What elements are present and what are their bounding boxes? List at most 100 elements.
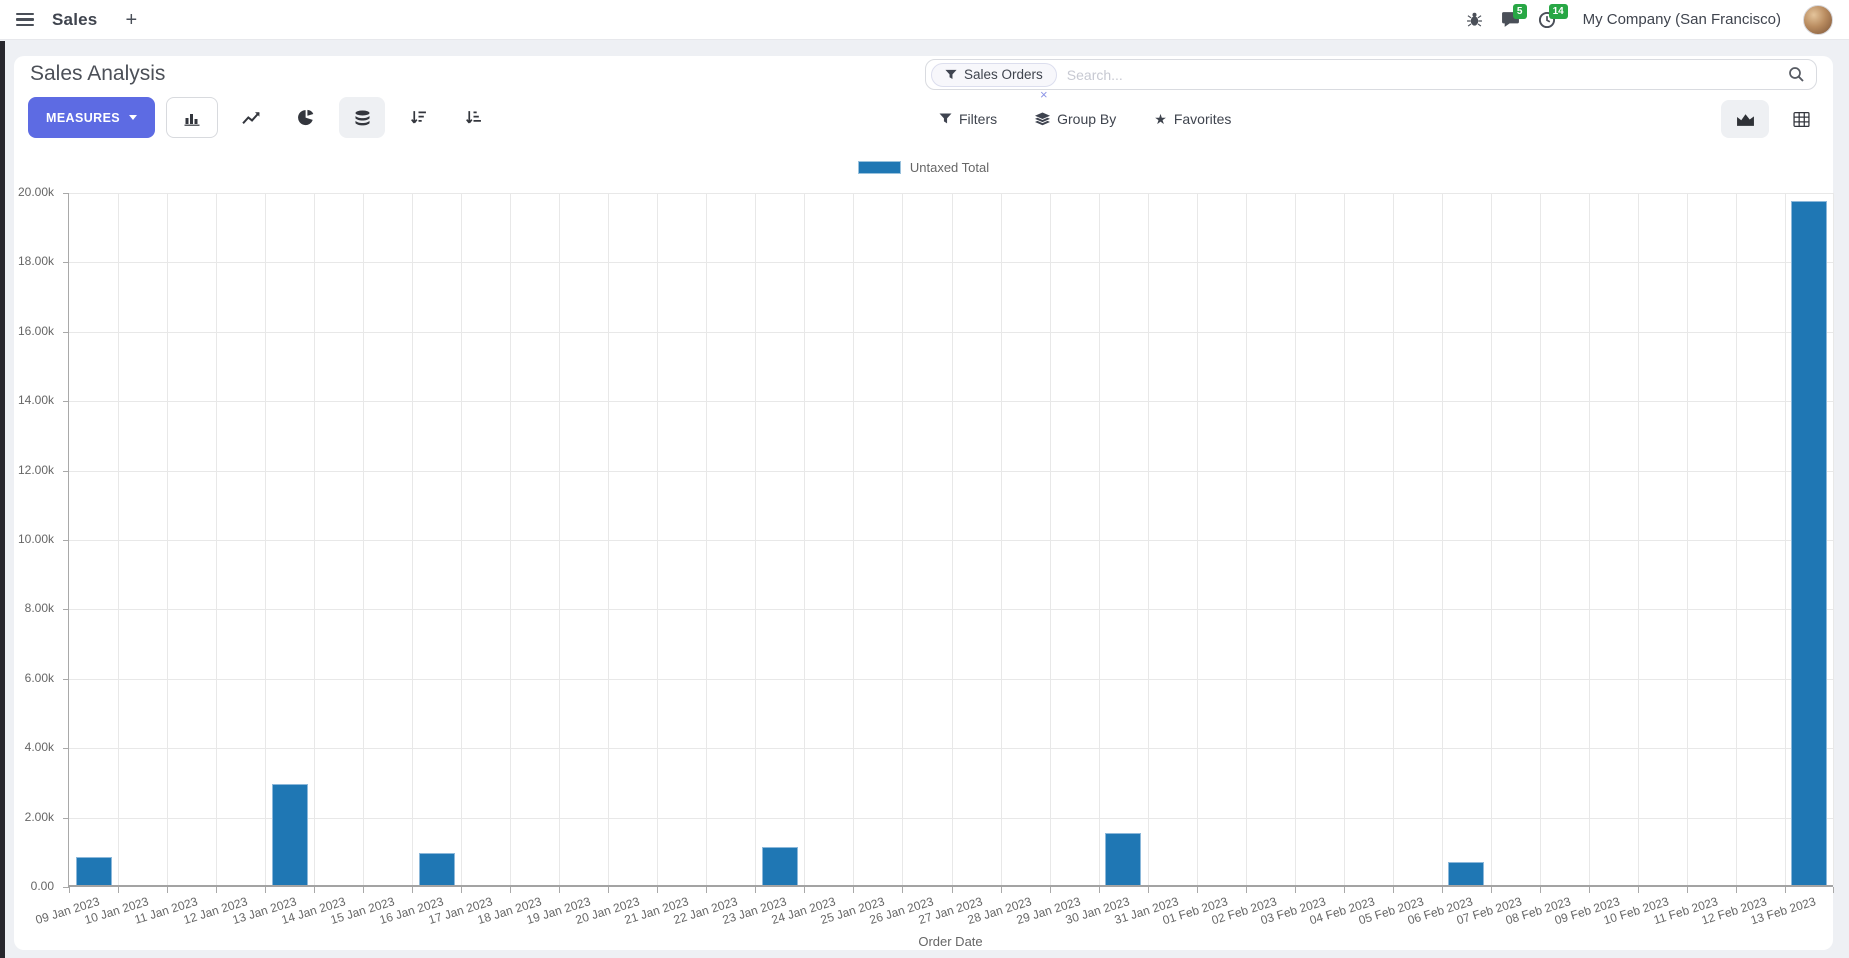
x-tick-mark xyxy=(118,887,119,893)
gridline-h xyxy=(69,609,1833,611)
bar[interactable] xyxy=(1791,201,1828,885)
gridline-h xyxy=(69,678,1833,680)
x-axis-title: Order Date xyxy=(918,934,983,949)
line-chart-button[interactable] xyxy=(229,97,273,138)
search-bar[interactable]: Sales Orders × xyxy=(925,59,1817,101)
content-card: Sales Analysis Sales Orders × MEASURES xyxy=(14,56,1834,950)
plus-icon[interactable]: + xyxy=(125,8,138,31)
gridline-h xyxy=(69,817,1833,819)
x-tick-mark xyxy=(167,887,168,893)
search-facet[interactable]: Sales Orders xyxy=(931,62,1057,87)
menu-icon[interactable] xyxy=(16,12,34,27)
chart-toolbar: MEASURES xyxy=(28,97,495,138)
pivot-view-button[interactable] xyxy=(1777,100,1825,138)
y-axis-label: 14.00k xyxy=(17,393,54,408)
gridline-v xyxy=(216,193,217,885)
gridline-h xyxy=(69,748,1833,750)
messages-badge[interactable]: 5 xyxy=(1512,3,1527,19)
group-by-label: Group By xyxy=(1057,111,1117,127)
sort-descending-button[interactable] xyxy=(396,97,440,138)
top-navbar: Sales + 5 14 My Company (San Francisco) xyxy=(0,0,1849,40)
filter-funnel-icon xyxy=(939,113,952,124)
gridline-v xyxy=(118,193,119,885)
x-tick-mark xyxy=(853,887,854,893)
sort-descending-icon xyxy=(410,111,426,124)
y-axis-label: 4.00k xyxy=(24,740,54,755)
bar[interactable] xyxy=(761,847,798,885)
bar-chart-button[interactable] xyxy=(166,97,219,138)
legend-label: Untaxed Total xyxy=(909,160,990,175)
activities-clock-icon[interactable]: 14 xyxy=(1537,3,1568,30)
favorites-menu[interactable]: ★ Favorites xyxy=(1154,111,1231,127)
pie-chart-button[interactable] xyxy=(284,97,328,138)
x-tick-mark xyxy=(755,887,756,893)
bar[interactable] xyxy=(1448,862,1485,885)
navbar-right: 5 14 My Company (San Francisco) xyxy=(1465,3,1833,35)
x-tick-mark xyxy=(1687,887,1688,893)
gridline-v xyxy=(461,193,462,885)
gridline-h xyxy=(69,262,1833,264)
group-by-menu[interactable]: Group By xyxy=(1035,111,1116,127)
gridline-h xyxy=(69,540,1833,541)
company-switcher[interactable]: My Company (San Francisco) xyxy=(1582,11,1781,28)
gridline-v xyxy=(902,193,903,885)
chart-legend[interactable]: Untaxed Total xyxy=(14,160,1833,175)
pivot-view-icon xyxy=(1792,111,1810,127)
y-axis-label: 8.00k xyxy=(24,601,54,616)
x-tick-mark xyxy=(804,887,805,893)
activities-badge[interactable]: 14 xyxy=(1548,3,1568,19)
filters-menu[interactable]: Filters xyxy=(939,111,997,127)
x-tick-mark xyxy=(69,887,70,893)
bug-icon-glyph xyxy=(1467,12,1483,27)
gridline-v xyxy=(608,193,609,885)
x-tick-mark xyxy=(461,887,462,893)
x-tick-mark xyxy=(1295,887,1296,893)
gridline-v xyxy=(1687,193,1688,885)
gridline-v xyxy=(559,193,560,885)
x-tick-mark xyxy=(216,887,217,893)
navbar-left: Sales + xyxy=(16,10,137,30)
x-tick-mark xyxy=(1589,887,1590,893)
y-tick-mark xyxy=(63,678,69,680)
gridline-v xyxy=(1148,193,1149,885)
measures-button[interactable]: MEASURES xyxy=(28,97,156,138)
y-axis-label: 18.00k xyxy=(17,254,54,269)
graph-view-button[interactable] xyxy=(1721,100,1769,138)
x-tick-mark xyxy=(1736,887,1737,893)
gridline-v xyxy=(314,193,315,885)
gridline-v xyxy=(1540,193,1541,885)
gridline-v xyxy=(1197,193,1198,885)
x-tick-mark xyxy=(1540,887,1541,893)
bar[interactable] xyxy=(1105,832,1142,885)
graph-view-icon xyxy=(1736,113,1754,126)
bug-icon[interactable] xyxy=(1465,10,1485,30)
gridline-v xyxy=(1491,193,1492,885)
legend-swatch xyxy=(857,161,901,174)
x-tick-mark xyxy=(1148,887,1149,893)
filter-funnel-icon xyxy=(945,69,957,79)
y-tick-mark xyxy=(63,748,69,750)
messages-icon[interactable]: 5 xyxy=(1501,3,1527,30)
gridline-v xyxy=(510,193,511,885)
bar[interactable] xyxy=(418,853,455,885)
bar[interactable] xyxy=(75,857,112,885)
x-tick-mark xyxy=(559,887,560,893)
gridline-v xyxy=(265,193,266,885)
stacked-toggle-button[interactable] xyxy=(339,97,386,138)
x-tick-mark xyxy=(1050,887,1051,893)
search-input[interactable] xyxy=(1056,66,1788,83)
app-name[interactable]: Sales xyxy=(52,9,98,29)
x-tick-mark xyxy=(1197,887,1198,893)
bar-chart-icon xyxy=(184,113,200,126)
bar[interactable] xyxy=(271,784,308,885)
search-magnifier-icon[interactable] xyxy=(1788,66,1805,83)
page-title: Sales Analysis xyxy=(30,62,166,85)
x-tick-mark xyxy=(510,887,511,893)
facet-remove-button[interactable]: × xyxy=(1040,87,1048,102)
x-tick-mark xyxy=(1001,887,1002,893)
sort-ascending-button[interactable] xyxy=(451,97,495,138)
gridline-v xyxy=(755,193,756,885)
y-axis-label: 20.00k xyxy=(17,185,54,199)
user-avatar[interactable] xyxy=(1803,4,1833,35)
x-tick-mark xyxy=(1442,887,1443,893)
